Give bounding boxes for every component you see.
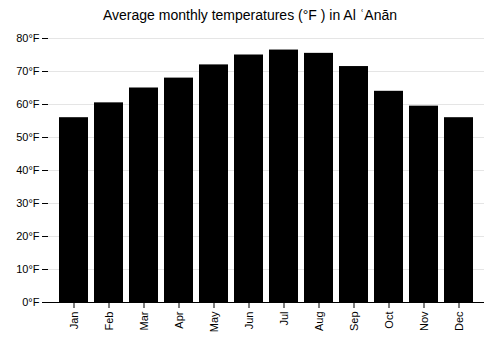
- svg-text:Dec: Dec: [453, 311, 465, 331]
- svg-text:Feb: Feb: [103, 312, 115, 331]
- svg-text:50°F: 50°F: [16, 131, 40, 143]
- svg-text:20°F: 20°F: [16, 230, 40, 242]
- svg-text:Mar: Mar: [138, 311, 150, 330]
- svg-text:Jun: Jun: [243, 312, 255, 330]
- svg-text:60°F: 60°F: [16, 98, 40, 110]
- svg-text:Jul: Jul: [278, 312, 290, 326]
- svg-text:Oct: Oct: [383, 312, 395, 329]
- svg-text:May: May: [208, 311, 220, 332]
- svg-text:0°F: 0°F: [22, 296, 40, 308]
- svg-text:10°F: 10°F: [16, 263, 40, 275]
- html-text:Average monthly temperatures (: Average monthly temperatures (°F ) in Al…: [103, 7, 397, 23]
- svg-text:Jan: Jan: [68, 312, 80, 330]
- svg-text:Aug: Aug: [313, 312, 325, 332]
- svg-text:70°F: 70°F: [16, 65, 40, 77]
- svg-text:Sep: Sep: [348, 312, 360, 332]
- svg-text:80°F: 80°F: [16, 32, 40, 44]
- svg-text:40°F: 40°F: [16, 164, 40, 176]
- svg-text:Nov: Nov: [418, 311, 430, 331]
- svg-text:Apr: Apr: [173, 311, 185, 328]
- svg-text:30°F: 30°F: [16, 197, 40, 209]
